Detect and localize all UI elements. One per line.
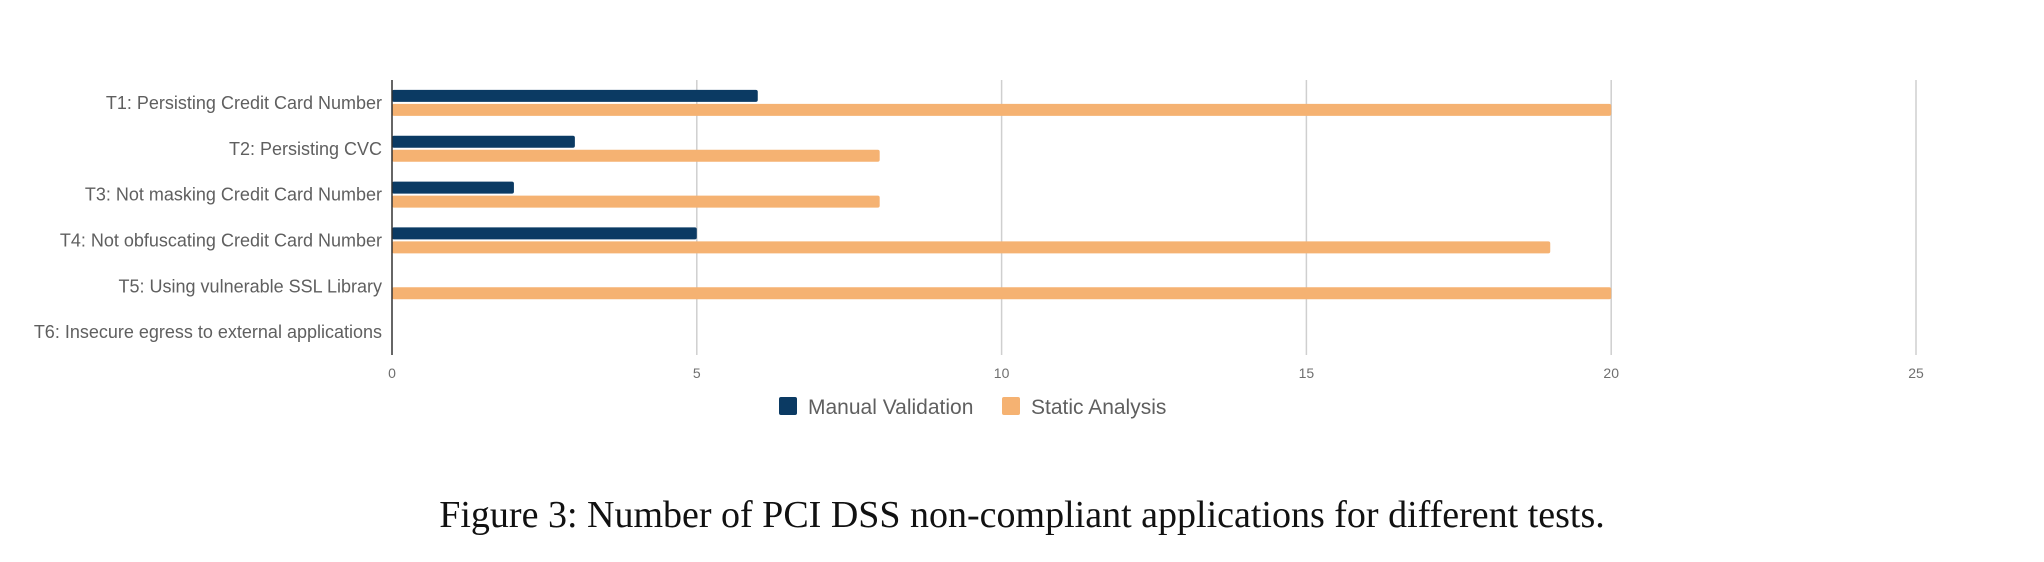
category-label: T4: Not obfuscating Credit Card Number (60, 230, 382, 250)
grid-lines (696, 80, 1917, 355)
category-label: T5: Using vulnerable SSL Library (119, 276, 382, 296)
legend-swatch (779, 397, 797, 415)
bar-static-analysis (392, 287, 1612, 300)
bar-chart: T1: Persisting Credit Card Number T2: Per… (34, 80, 1924, 419)
bar-manual-validation (392, 135, 575, 148)
legend-label: Static Analysis (1031, 396, 1166, 419)
x-tick-label: 25 (1908, 365, 1924, 381)
x-tick-label: 0 (388, 365, 396, 381)
bar-static-analysis (392, 103, 1612, 116)
legend-label: Manual Validation (808, 396, 973, 419)
x-tick-label: 10 (994, 365, 1010, 381)
bars (392, 89, 1612, 300)
x-tick-labels: 0 5 10 15 20 25 (388, 365, 1924, 381)
category-label: T2: Persisting CVC (229, 139, 382, 159)
x-tick-label: 15 (1299, 365, 1315, 381)
bar-manual-validation (392, 89, 758, 102)
bar-manual-validation (392, 227, 697, 240)
bar-static-analysis (392, 149, 880, 162)
x-tick-label: 20 (1603, 365, 1619, 381)
bar-static-analysis (392, 241, 1551, 254)
x-tick-label: 5 (693, 365, 701, 381)
figure-caption: Figure 3: Number of PCI DSS non-complian… (439, 494, 1605, 536)
bar-manual-validation (392, 181, 514, 194)
category-label: T1: Persisting Credit Card Number (106, 93, 382, 113)
legend: Manual Validation Static Analysis (779, 396, 1166, 419)
category-label: T6: Insecure egress to external applicat… (34, 322, 382, 342)
category-label: T3: Not masking Credit Card Number (85, 185, 382, 205)
category-labels: T1: Persisting Credit Card Number T2: Per… (34, 93, 382, 342)
bar-static-analysis (392, 195, 880, 208)
legend-swatch (1002, 397, 1020, 415)
